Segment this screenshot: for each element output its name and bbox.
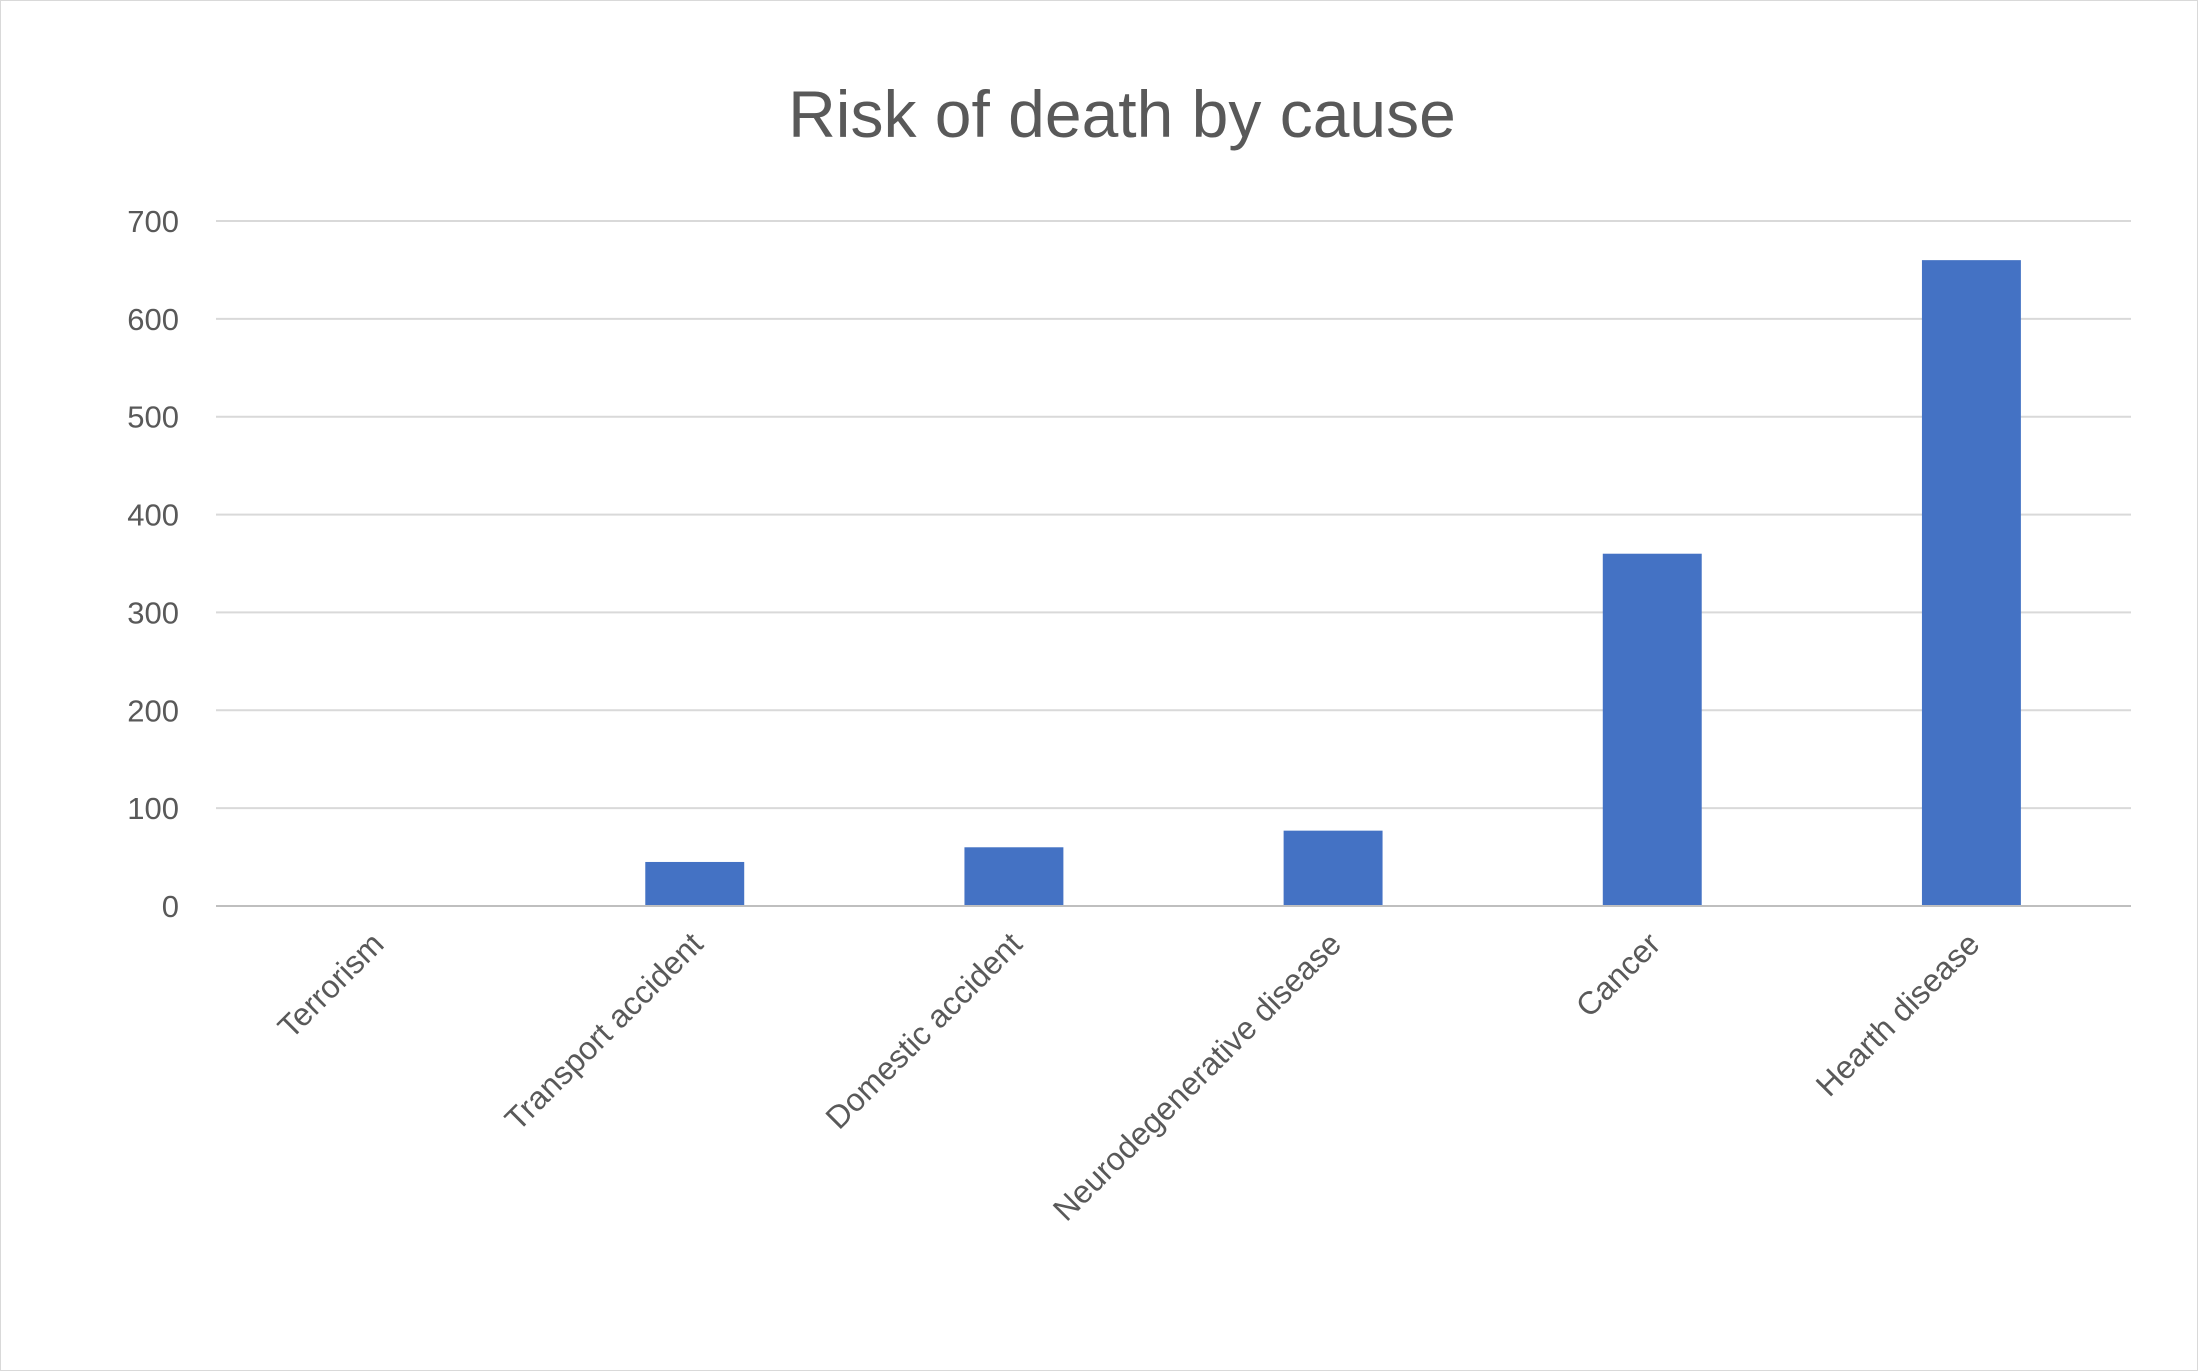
y-tick-label: 600 — [127, 302, 179, 337]
y-tick-label: 500 — [127, 400, 179, 435]
gridlines — [216, 220, 2131, 810]
bar-domestic-accident — [964, 847, 1064, 906]
x-category-label: Hearth disease — [1809, 925, 1987, 1103]
bar-neurodegenerative-disease — [1283, 830, 1383, 906]
x-category-label: Domestic accident — [819, 925, 1029, 1135]
y-tick-label: 300 — [127, 595, 179, 630]
bar-cancer — [1602, 553, 1702, 906]
x-category-label: Cancer — [1569, 925, 1668, 1024]
x-axis-categories: Terrorism Transport accident Domestic acci… — [271, 925, 1987, 1227]
chart-title: Risk of death by cause — [788, 77, 1456, 151]
y-tick-label: 400 — [127, 498, 179, 533]
bar-hearth-disease — [1921, 260, 2021, 907]
bar-transport-accident — [645, 861, 745, 906]
x-category-label: Transport accident — [498, 925, 710, 1137]
y-axis-ticks: 0 100 200 300 400 500 600 700 — [127, 204, 179, 924]
y-tick-label: 200 — [127, 693, 179, 728]
y-tick-label: 700 — [127, 204, 179, 239]
y-tick-label: 100 — [127, 791, 179, 826]
bars — [645, 260, 2021, 907]
y-tick-label: 0 — [162, 889, 179, 924]
x-category-label: Neurodegenerative disease — [1046, 925, 1348, 1227]
x-category-label: Terrorism — [271, 925, 391, 1045]
